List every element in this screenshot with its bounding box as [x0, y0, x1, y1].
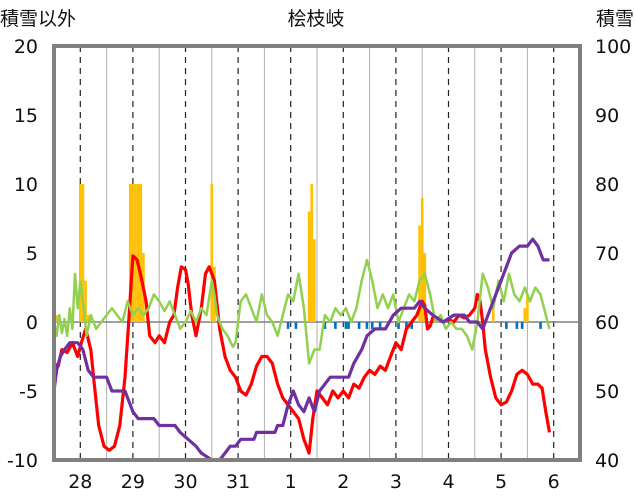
series-green-line: [52, 258, 551, 365]
orange-bar-20: [491, 308, 495, 322]
y-right-tick-label: 90: [595, 105, 619, 127]
blue-bar-6: [347, 322, 350, 329]
x-tick-label: 2: [337, 471, 349, 493]
y-left-tick-label: 20: [14, 36, 38, 58]
blue-bar-11: [397, 322, 400, 329]
blue-bar-15: [515, 322, 519, 329]
blue-bar-9: [370, 322, 374, 329]
orange-bar-18: [420, 197, 424, 322]
x-tick-label: 5: [495, 471, 507, 493]
orange-bar-14: [307, 211, 311, 322]
orange-bar-15: [310, 184, 314, 322]
y-left-tick-label: 15: [14, 105, 38, 127]
blue-bar-3: [323, 322, 327, 329]
y-left-tick-label: 10: [14, 174, 38, 196]
orange-bar-9: [136, 184, 140, 322]
orange-bar-8: [134, 184, 137, 322]
blue-bar-1: [286, 322, 290, 329]
x-tick-label: 6: [548, 471, 560, 493]
series-purple-line: [52, 237, 550, 462]
orange-bar-17: [418, 225, 421, 322]
chart-title: 桧枝岐: [287, 8, 344, 30]
orange-bar-12: [210, 184, 214, 322]
orange-bar-19: [423, 253, 427, 322]
blue-bar-16: [520, 322, 524, 329]
y-left-tick-label: 0: [26, 312, 38, 334]
y-right-tick-label: 50: [595, 381, 619, 403]
orange-bar-7: [131, 184, 135, 322]
blue-bar-8: [365, 322, 369, 329]
orange-bar-5: [86, 315, 90, 322]
blue-bar-14: [505, 322, 508, 329]
blue-bar-5: [344, 322, 348, 329]
x-tick-label: 3: [390, 471, 402, 493]
right-axis-title: 積雪: [596, 8, 634, 30]
line-layer: [52, 237, 552, 462]
x-tick-label: 31: [226, 471, 250, 493]
y-right-tick-label: 80: [595, 174, 619, 196]
orange-bar-3: [81, 184, 85, 322]
y-left-tick-label: -10: [7, 450, 38, 472]
orange-bar-10: [139, 184, 143, 322]
left-axis-title: 積雪以外: [0, 8, 76, 30]
orange-bar-21: [523, 308, 527, 322]
y-left-tick-label: -5: [19, 381, 38, 403]
blue-bar-12: [405, 322, 408, 329]
orange-bar-6: [128, 184, 132, 322]
x-tick-label: 30: [173, 471, 197, 493]
series-red-line: [53, 254, 552, 455]
orange-bar-4: [84, 280, 87, 322]
blue-bar-17: [539, 322, 542, 329]
orange-bar-22: [526, 294, 529, 322]
blue-bar-7: [357, 322, 361, 329]
blue-bar-10: [378, 322, 382, 329]
y-right-tick-label: 40: [595, 450, 619, 472]
x-tick-label: 1: [285, 471, 297, 493]
orange-bar-1: [55, 315, 58, 322]
y-right-tick-label: 60: [595, 312, 619, 334]
y-left-tick-label: 5: [26, 243, 38, 265]
y-right-tick-label: 100: [595, 36, 631, 58]
blue-bar-13: [410, 322, 413, 329]
blue-bar-2: [294, 322, 298, 329]
orange-bar-2: [78, 184, 82, 322]
y-right-tick-label: 70: [595, 243, 619, 265]
orange-bar-16: [313, 239, 316, 322]
x-tick-label: 29: [121, 471, 145, 493]
plot-frame: [52, 44, 582, 462]
x-tick-label: 28: [68, 471, 92, 493]
blue-bar-4: [334, 322, 337, 329]
x-tick-label: 4: [442, 471, 454, 493]
